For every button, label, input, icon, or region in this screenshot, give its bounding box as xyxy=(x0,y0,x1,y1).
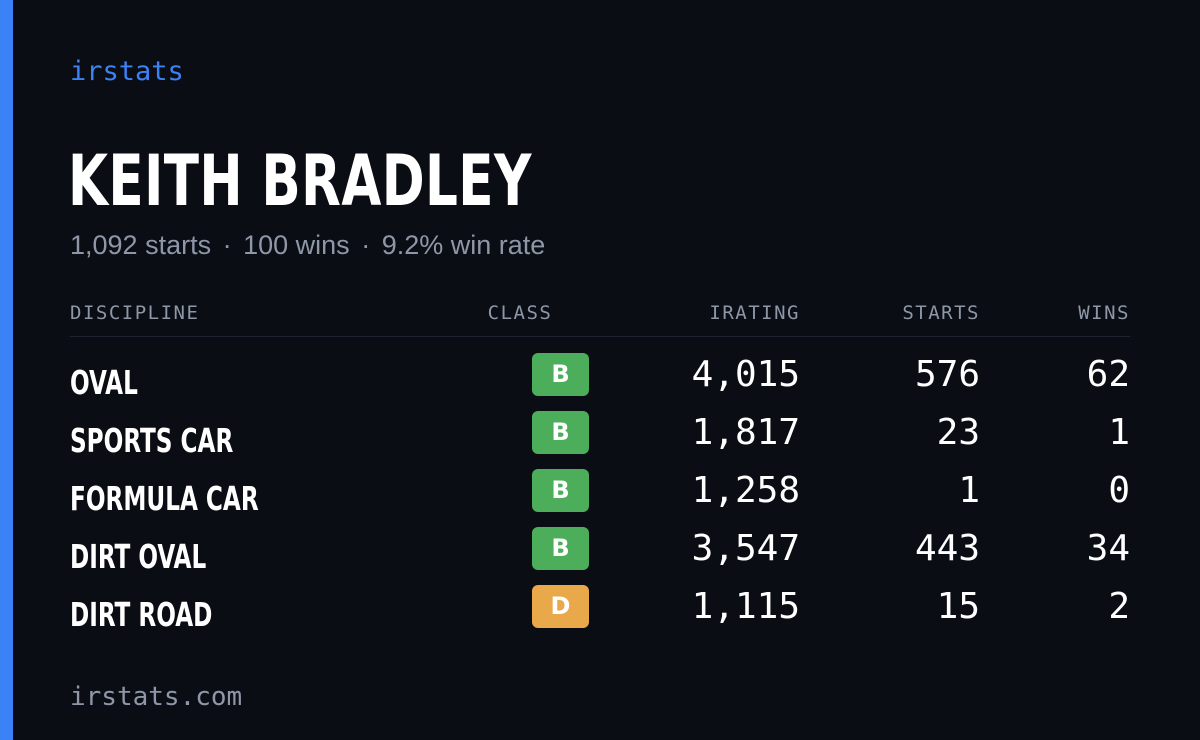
starts-value: 23 xyxy=(936,412,980,453)
starts-value: 443 xyxy=(914,528,980,569)
table-row: FORMULA CAR B 1,258 1 0 xyxy=(70,468,1130,526)
wins-value: 1 xyxy=(1108,412,1130,453)
wins-value: 2 xyxy=(1108,586,1130,627)
wins-value: 62 xyxy=(1086,354,1130,395)
table-row: DIRT OVAL B 3,547 443 34 xyxy=(70,526,1130,584)
summary-separator: · xyxy=(222,230,232,260)
irating-value: 1,817 xyxy=(691,412,800,453)
table-row: OVAL B 4,015 576 62 xyxy=(70,352,1130,410)
irating-value: 1,258 xyxy=(691,470,800,511)
irating-value: 1,115 xyxy=(691,586,800,627)
class-badge: B xyxy=(532,353,589,396)
wins-value: 34 xyxy=(1086,528,1130,569)
discipline-name: DIRT OVAL xyxy=(70,537,207,576)
table-row: DIRT ROAD D 1,115 15 2 xyxy=(70,584,1130,642)
header-class: CLASS xyxy=(487,302,553,324)
header-discipline: DISCIPLINE xyxy=(70,302,200,324)
table-body: OVAL B 4,015 576 62 SPORTS CAR B 1,817 2… xyxy=(70,337,1130,642)
table-row: SPORTS CAR B 1,817 23 1 xyxy=(70,410,1130,468)
table-header: DISCIPLINE CLASS IRATING STARTS WINS xyxy=(70,298,1130,337)
header-starts: STARTS xyxy=(902,302,980,324)
starts-value: 15 xyxy=(936,586,980,627)
summary-separator: · xyxy=(361,230,371,260)
summary-starts: 1,092 starts xyxy=(70,230,212,260)
discipline-name: OVAL xyxy=(70,363,138,402)
header-wins: WINS xyxy=(1078,302,1130,324)
header-irating: IRATING xyxy=(709,302,800,324)
discipline-name: DIRT ROAD xyxy=(70,595,213,634)
driver-summary: 1,092 starts · 100 wins · 9.2% win rate xyxy=(70,228,545,262)
brand-logo-text: irstats xyxy=(70,56,184,87)
starts-value: 576 xyxy=(914,354,980,395)
irating-value: 4,015 xyxy=(691,354,800,395)
discipline-table: DISCIPLINE CLASS IRATING STARTS WINS OVA… xyxy=(70,298,1130,642)
accent-bar xyxy=(0,0,13,740)
class-badge: B xyxy=(532,411,589,454)
summary-win-rate: 9.2% win rate xyxy=(381,230,546,260)
driver-name: KEITH BRADLEY xyxy=(68,140,532,222)
class-badge: D xyxy=(532,585,589,628)
wins-value: 0 xyxy=(1108,470,1130,511)
class-badge: B xyxy=(532,469,589,512)
discipline-name: FORMULA CAR xyxy=(70,479,259,518)
discipline-name: SPORTS CAR xyxy=(70,421,234,460)
class-badge: B xyxy=(532,527,589,570)
summary-wins: 100 wins xyxy=(243,230,350,260)
footer-url: irstats.com xyxy=(70,682,243,712)
irating-value: 3,547 xyxy=(691,528,800,569)
starts-value: 1 xyxy=(958,470,980,511)
